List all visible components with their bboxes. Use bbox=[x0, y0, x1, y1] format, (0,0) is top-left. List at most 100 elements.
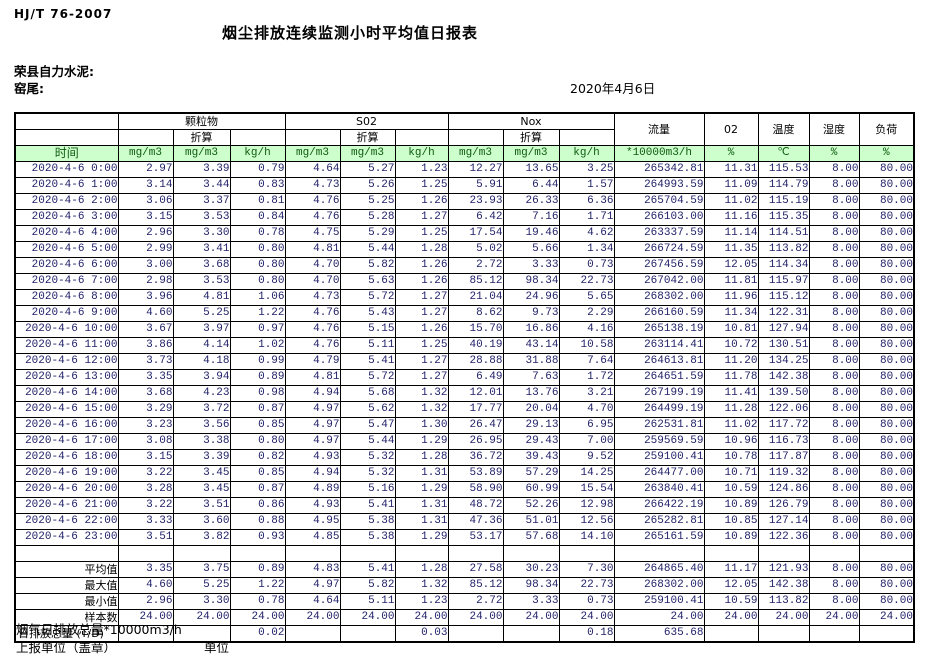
time-cell: 2020-4-6 8:00 bbox=[14, 289, 119, 306]
value-cell: 1.30 bbox=[394, 417, 449, 434]
empty-header-cell bbox=[284, 129, 341, 146]
table-row: 2020-4-6 23:00 3.51 3.82 0.93 4.85 5.38 1.29 53… bbox=[14, 529, 915, 546]
value-cell: 5.27 bbox=[339, 161, 396, 178]
value-cell: 3.67 bbox=[117, 321, 174, 338]
value-cell: 8.00 bbox=[808, 193, 860, 210]
value-cell: 10.72 bbox=[703, 337, 759, 354]
value-cell: 0.93 bbox=[229, 529, 286, 546]
converted-label-nox: 折算 bbox=[502, 129, 560, 146]
value-cell: 4.97 bbox=[284, 417, 341, 434]
value-cell: 80.00 bbox=[858, 513, 915, 530]
value-cell: 5.38 bbox=[339, 513, 396, 530]
value-cell: 8.00 bbox=[808, 177, 860, 194]
value-cell: 24.00 bbox=[703, 609, 759, 626]
value-cell: 1.32 bbox=[394, 385, 449, 402]
value-cell: 267456.59 bbox=[613, 257, 705, 274]
group-so2: S02 bbox=[284, 112, 449, 130]
value-cell: 39.43 bbox=[502, 449, 560, 466]
unit-label: 单位 bbox=[204, 640, 230, 655]
table-row: 2020-4-6 14:00 3.68 4.23 0.98 4.94 5.68 1.32 12… bbox=[14, 385, 915, 402]
value-cell: 80.00 bbox=[858, 449, 915, 466]
value-cell: 115.35 bbox=[757, 209, 810, 226]
value-cell: 3.23 bbox=[117, 417, 174, 434]
empty-cell bbox=[703, 545, 759, 562]
value-cell: 259100.41 bbox=[613, 449, 705, 466]
value-cell: 4.70 bbox=[284, 257, 341, 274]
value-cell: 119.32 bbox=[757, 465, 810, 482]
value-cell: 9.73 bbox=[502, 305, 560, 322]
value-cell: 3.15 bbox=[117, 209, 174, 226]
value-cell: 2.72 bbox=[447, 593, 504, 610]
value-cell: 26.47 bbox=[447, 417, 504, 434]
value-cell: 8.00 bbox=[808, 561, 860, 578]
value-cell: 3.33 bbox=[502, 257, 560, 274]
empty-header-cell bbox=[117, 129, 174, 146]
header-converted-row: 折算 折算 折算 bbox=[14, 129, 914, 146]
value-cell: 5.63 bbox=[339, 273, 396, 290]
value-cell: 6.44 bbox=[502, 177, 560, 194]
value-cell: 5.41 bbox=[339, 497, 396, 514]
time-cell: 2020-4-6 11:00 bbox=[14, 337, 119, 354]
value-cell: 58.90 bbox=[447, 481, 504, 498]
value-cell: 11.31 bbox=[703, 161, 759, 178]
value-cell: 266160.59 bbox=[613, 305, 705, 322]
value-cell: 3.08 bbox=[117, 433, 174, 450]
value-cell: 8.00 bbox=[808, 241, 860, 258]
value-cell: 24.00 bbox=[613, 609, 705, 626]
value-cell: 4.97 bbox=[284, 401, 341, 418]
value-cell: 6.95 bbox=[558, 417, 615, 434]
value-cell: 3.56 bbox=[172, 417, 231, 434]
value-cell: 80.00 bbox=[858, 321, 915, 338]
report-unit-label: 上报单位（盖章） bbox=[16, 640, 117, 655]
value-cell: 4.64 bbox=[284, 593, 341, 610]
value-cell: 1.27 bbox=[394, 209, 449, 226]
value-cell: 4.76 bbox=[284, 209, 341, 226]
empty-cell bbox=[858, 545, 915, 562]
value-cell: 4.75 bbox=[284, 225, 341, 242]
value-cell: 0.18 bbox=[558, 625, 615, 643]
table-body: 2020-4-6 0:00 2.97 3.39 0.79 4.64 5.27 1.23 12.… bbox=[14, 161, 915, 643]
value-cell: 12.01 bbox=[447, 385, 504, 402]
value-cell: 7.64 bbox=[558, 353, 615, 370]
value-cell: 1.27 bbox=[394, 305, 449, 322]
value-cell: 7.00 bbox=[558, 433, 615, 450]
value-cell: 122.36 bbox=[757, 529, 810, 546]
value-cell: 53.89 bbox=[447, 465, 504, 482]
value-cell: 0.78 bbox=[229, 593, 286, 610]
unit-cell: mg/m3 bbox=[284, 145, 341, 162]
value-cell: 80.00 bbox=[858, 497, 915, 514]
value-cell: 3.30 bbox=[172, 593, 231, 610]
report-date: 2020年4月6日 bbox=[570, 81, 656, 96]
time-cell: 2020-4-6 22:00 bbox=[14, 513, 119, 530]
value-cell: 24.00 bbox=[284, 609, 341, 626]
empty-header-cell bbox=[447, 129, 504, 146]
value-cell: 8.00 bbox=[808, 449, 860, 466]
value-cell: 24.00 bbox=[558, 609, 615, 626]
value-cell: 1.31 bbox=[394, 513, 449, 530]
value-cell: 5.16 bbox=[339, 481, 396, 498]
time-cell: 2020-4-6 0:00 bbox=[14, 161, 119, 178]
value-cell: 11.14 bbox=[703, 225, 759, 242]
value-cell: 142.38 bbox=[757, 369, 810, 386]
value-cell: 22.73 bbox=[558, 577, 615, 594]
value-cell: 11.17 bbox=[703, 561, 759, 578]
value-cell: 5.72 bbox=[339, 369, 396, 386]
value-cell: 1.26 bbox=[394, 321, 449, 338]
value-cell: 4.76 bbox=[284, 337, 341, 354]
value-cell: 5.47 bbox=[339, 417, 396, 434]
value-cell: 3.53 bbox=[172, 273, 231, 290]
empty-header-cell bbox=[14, 112, 119, 130]
summary-row: 最小值 2.96 3.30 0.78 4.64 5.11 1.23 2.72 3.33 0.73 2… bbox=[14, 593, 915, 610]
value-cell: 124.86 bbox=[757, 481, 810, 498]
value-cell: 5.68 bbox=[339, 385, 396, 402]
time-cell: 2020-4-6 17:00 bbox=[14, 433, 119, 450]
value-cell: 9.52 bbox=[558, 449, 615, 466]
value-cell: 1.32 bbox=[394, 577, 449, 594]
value-cell: 1.26 bbox=[394, 193, 449, 210]
time-cell: 2020-4-6 14:00 bbox=[14, 385, 119, 402]
value-cell: 1.25 bbox=[394, 337, 449, 354]
value-cell: 10.78 bbox=[703, 449, 759, 466]
value-cell: 27.58 bbox=[447, 561, 504, 578]
value-cell: 263840.41 bbox=[613, 481, 705, 498]
value-cell: 24.00 bbox=[172, 609, 231, 626]
